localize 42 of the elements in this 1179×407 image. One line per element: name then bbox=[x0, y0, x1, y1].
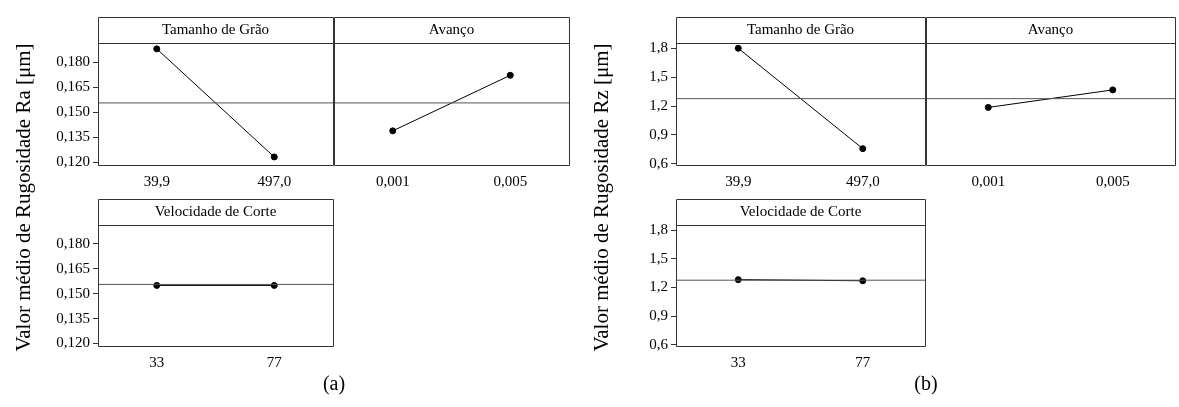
text: (b) bbox=[914, 372, 938, 395]
y-tick-label: 0,150 bbox=[56, 103, 90, 120]
chart-title: Tamanho de Grão bbox=[746, 20, 855, 37]
y-tick-label: 0,165 bbox=[56, 78, 90, 95]
x-tick-label: 77 bbox=[855, 353, 871, 370]
y-tick-label: 0,150 bbox=[56, 284, 90, 301]
x-tick-label: 497,0 bbox=[845, 172, 880, 189]
y-tick-label: 0,9 bbox=[649, 307, 668, 324]
x-tick-label: 33 bbox=[149, 353, 165, 370]
y-tick-label: 1,8 bbox=[649, 221, 668, 238]
y-tick-label: 0,6 bbox=[649, 335, 669, 352]
y-tick-label: 1,2 bbox=[649, 278, 668, 295]
chart-title: Tamanho de Grão bbox=[161, 20, 270, 37]
y-tick-label: 0,135 bbox=[56, 309, 90, 326]
y-tick-label: 1,5 bbox=[649, 68, 668, 85]
text: (a) bbox=[322, 372, 346, 395]
x-tick-label: 0,001 bbox=[971, 172, 1006, 189]
y-tick-label: 0,6 bbox=[649, 154, 669, 171]
x-tick-label: 0,005 bbox=[1095, 172, 1130, 189]
y-tick-label: 0,165 bbox=[56, 259, 90, 276]
y-tick-label: 1,5 bbox=[649, 249, 668, 266]
x-tick-label: 39,9 bbox=[725, 172, 752, 189]
chart-title: Avanço bbox=[428, 20, 475, 37]
x-tick-label: 0,001 bbox=[375, 172, 410, 189]
y-axis-title: Valor médio de Rugosidade Ra [μm] bbox=[10, 42, 36, 352]
y-tick-label: 0,135 bbox=[56, 128, 90, 145]
x-tick-label: 33 bbox=[730, 353, 746, 370]
y-tick-label: 0,9 bbox=[649, 125, 668, 142]
x-tick-label: 77 bbox=[266, 353, 283, 370]
y-tick-label: 1,2 bbox=[649, 97, 668, 114]
y-tick-label: 0,180 bbox=[56, 53, 90, 70]
chart-title: Velocidade de Corte bbox=[739, 202, 862, 219]
x-tick-label: 0,005 bbox=[493, 172, 528, 189]
x-tick-label: 497,0 bbox=[257, 172, 292, 189]
x-tick-label: 39,9 bbox=[143, 172, 170, 189]
y-tick-label: 0,120 bbox=[56, 334, 90, 351]
y-tick-label: 1,8 bbox=[649, 39, 668, 56]
y-tick-label: 0,120 bbox=[56, 153, 90, 170]
chart-title: Velocidade de Corte bbox=[154, 202, 277, 219]
y-axis-title: Valor médio de Rugosidade Rz [μm] bbox=[588, 42, 614, 352]
chart-title: Avanço bbox=[1027, 20, 1074, 37]
y-tick-label: 0,180 bbox=[56, 234, 90, 251]
